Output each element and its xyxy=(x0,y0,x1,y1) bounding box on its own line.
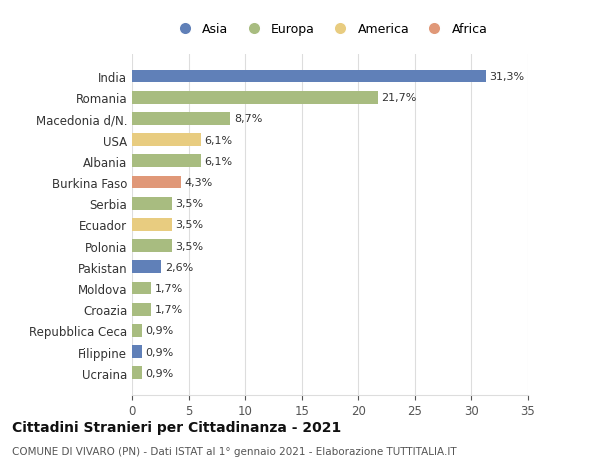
Bar xyxy=(132,155,201,168)
Text: 0,9%: 0,9% xyxy=(146,326,174,336)
Text: 6,1%: 6,1% xyxy=(205,135,233,146)
Bar xyxy=(132,134,201,147)
Text: Cittadini Stranieri per Cittadinanza - 2021: Cittadini Stranieri per Cittadinanza - 2… xyxy=(12,420,341,435)
Text: 0,9%: 0,9% xyxy=(146,368,174,378)
Text: 2,6%: 2,6% xyxy=(165,262,193,272)
Text: 6,1%: 6,1% xyxy=(205,157,233,167)
Bar xyxy=(132,282,151,295)
Bar xyxy=(132,367,142,379)
Bar xyxy=(132,92,377,104)
Bar xyxy=(132,71,486,83)
Text: 8,7%: 8,7% xyxy=(234,114,262,124)
Bar xyxy=(132,218,172,231)
Bar xyxy=(132,197,172,210)
Text: COMUNE DI VIVARO (PN) - Dati ISTAT al 1° gennaio 2021 - Elaborazione TUTTITALIA.: COMUNE DI VIVARO (PN) - Dati ISTAT al 1°… xyxy=(12,447,457,456)
Bar xyxy=(132,240,172,252)
Text: 1,7%: 1,7% xyxy=(155,304,183,314)
Bar xyxy=(132,303,151,316)
Bar xyxy=(132,176,181,189)
Bar xyxy=(132,113,230,125)
Text: 3,5%: 3,5% xyxy=(175,199,203,209)
Bar xyxy=(132,325,142,337)
Text: 3,5%: 3,5% xyxy=(175,220,203,230)
Text: 3,5%: 3,5% xyxy=(175,241,203,251)
Bar xyxy=(132,261,161,274)
Text: 21,7%: 21,7% xyxy=(381,93,416,103)
Text: 0,9%: 0,9% xyxy=(146,347,174,357)
Legend: Asia, Europa, America, Africa: Asia, Europa, America, Africa xyxy=(166,17,494,43)
Text: 1,7%: 1,7% xyxy=(155,283,183,293)
Text: 31,3%: 31,3% xyxy=(490,72,524,82)
Bar xyxy=(132,346,142,358)
Text: 4,3%: 4,3% xyxy=(184,178,212,188)
